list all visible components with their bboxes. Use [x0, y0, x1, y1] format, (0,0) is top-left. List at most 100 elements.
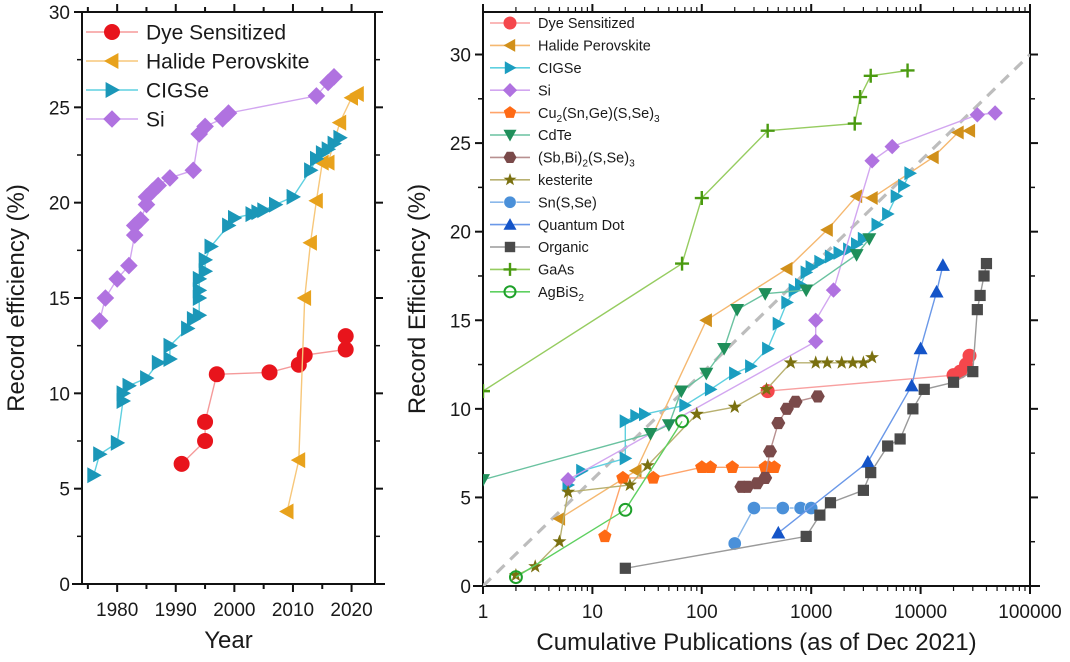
- data-point: [618, 502, 633, 517]
- data-point: [727, 536, 742, 551]
- legend-marker: [503, 218, 517, 230]
- legend-label: CdTe: [538, 128, 572, 144]
- data-point: [219, 104, 238, 122]
- data-point: [890, 189, 904, 204]
- data-point: [978, 270, 990, 282]
- data-point: [208, 366, 225, 383]
- data-point: [304, 162, 319, 179]
- data-point: [689, 406, 704, 421]
- legend-item: (Sb,Bi)2(S,Se)3: [490, 151, 635, 170]
- legend-label: Si: [146, 109, 165, 132]
- data-point: [987, 105, 1003, 121]
- legend-label: Cu2(Sn,Ge)(S,Se)3: [538, 106, 660, 125]
- y-axis-title: Record efficiency (%): [3, 184, 30, 412]
- data-point: [143, 182, 162, 200]
- legend-item: Si: [86, 109, 165, 132]
- legend-label: Halide Perovskite: [146, 51, 309, 74]
- data-point: [204, 238, 219, 255]
- chart-panel-right: 0 5 10 15 20 25 30 1 10 100 1000 10000 100000 Cumulat…: [404, 4, 1062, 656]
- legend-label: Sn(S,Se): [538, 195, 597, 211]
- data-point: [851, 237, 864, 252]
- data-point: [296, 347, 313, 364]
- x-axis-title: Year: [204, 627, 253, 654]
- x-tick-label: 10000: [894, 602, 947, 623]
- data-point: [788, 395, 803, 408]
- data-point: [974, 289, 986, 302]
- data-point: [695, 460, 709, 473]
- y-tick-label: 25: [49, 98, 70, 119]
- data-point: [674, 385, 689, 399]
- legend-label: Halide Perovskite: [538, 39, 651, 55]
- x-tick-label: 1990: [155, 600, 197, 621]
- data-point: [747, 501, 761, 515]
- data-point: [337, 341, 354, 358]
- data-point: [320, 154, 335, 171]
- legend-item: Halide Perovskite: [86, 51, 309, 74]
- data-point: [619, 562, 631, 574]
- data-point: [913, 341, 928, 355]
- data-point: [947, 376, 960, 388]
- data-point: [884, 138, 900, 155]
- data-point: [184, 161, 203, 180]
- legend-marker: [105, 82, 120, 98]
- data-point: [894, 433, 906, 445]
- data-point: [163, 351, 178, 367]
- data-point: [598, 529, 612, 543]
- data-point: [727, 399, 742, 413]
- data-point: [257, 202, 272, 219]
- data-point: [699, 313, 712, 328]
- legend-item: Halide Perovskite: [490, 39, 651, 55]
- data-point: [337, 328, 354, 345]
- legend-item: AgBiS2: [490, 285, 584, 304]
- data-point: [808, 312, 824, 328]
- data-point: [196, 117, 214, 136]
- x-tick-label: 100000: [998, 602, 1061, 623]
- data-point: [771, 417, 786, 430]
- y-tick-label: 0: [59, 575, 70, 596]
- y-tick-label: 5: [59, 480, 70, 501]
- x-tick-label: 2010: [272, 600, 314, 621]
- series-line: [515, 356, 873, 577]
- legend-label: (Sb,Bi)2(S,Se)3: [538, 151, 635, 170]
- data-point: [661, 419, 676, 432]
- data-point: [173, 455, 190, 472]
- data-point: [122, 377, 137, 394]
- data-point: [140, 370, 155, 387]
- data-point: [951, 125, 964, 140]
- legend-label: kesterite: [538, 173, 593, 189]
- series-line: [93, 137, 341, 476]
- y-tick-label: 30: [49, 3, 70, 24]
- legend-label: GaAs: [538, 263, 574, 279]
- y-tick-label: 20: [49, 194, 70, 215]
- data-point: [882, 207, 895, 221]
- data-point: [799, 284, 814, 298]
- legend-marker: [503, 151, 517, 163]
- series-si: [90, 68, 343, 330]
- data-point: [864, 153, 880, 169]
- data-point: [560, 472, 576, 488]
- legend-label: AgBiS2: [538, 285, 584, 304]
- data-point: [967, 366, 979, 378]
- data-point: [808, 333, 824, 350]
- legend-item: Sn(S,Se): [490, 195, 597, 211]
- data-point: [552, 534, 567, 548]
- legend-label: Si: [538, 83, 551, 99]
- data-point: [192, 307, 208, 324]
- data-point: [616, 470, 630, 484]
- chart-panel-left: 0 5 10 15 20 25 30 1980 1990 2000 2010 2020 Year Reco…: [3, 3, 385, 654]
- legend-label: Organic: [538, 240, 589, 256]
- data-point: [834, 355, 849, 369]
- legend-marker: [502, 83, 518, 98]
- series-quantum-dot: [771, 258, 950, 539]
- data-point: [929, 284, 944, 298]
- legend: Dye Sensitized Halide Perovskite CIGSe Si: [86, 22, 309, 132]
- series--sb-bi-2-s-se-3: [734, 390, 825, 493]
- data-point: [849, 249, 864, 262]
- data-point: [619, 451, 633, 466]
- series-halide-perovskite: [279, 86, 364, 520]
- legend-marker: [103, 110, 121, 128]
- series-line: [515, 420, 683, 578]
- data-point: [125, 226, 144, 244]
- data-point: [810, 390, 825, 403]
